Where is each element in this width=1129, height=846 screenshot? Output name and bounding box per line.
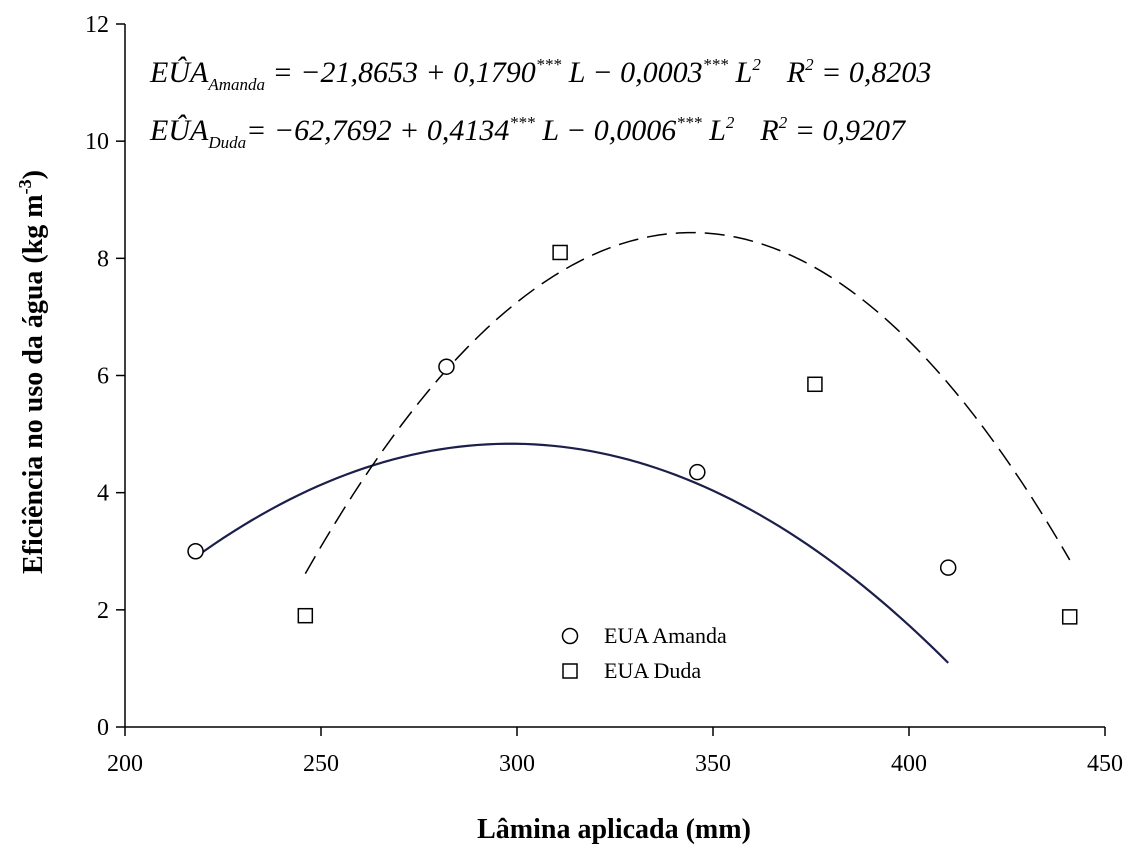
x-axis-title: Lâmina aplicada (mm): [477, 814, 751, 845]
y-tick-label: 12: [85, 12, 109, 38]
y-ticks: 0 2 4 6 8 10 12: [85, 12, 125, 741]
data-point-duda: [1061, 609, 1078, 625]
y-tick-label: 0: [97, 715, 109, 741]
equation-amanda: EÛAAmanda = −21,8653 + 0,1790*** L − 0,0…: [149, 55, 931, 94]
data-point-duda: [807, 376, 823, 393]
x-tick-label: 450: [1087, 751, 1123, 777]
fit-curve-duda: [304, 231, 1071, 575]
legend-marker-circle: [561, 627, 579, 645]
legend-label-amanda: EUA Amanda: [604, 623, 727, 648]
y-tick-label: 4: [97, 481, 109, 507]
equation-duda: EÛADuda= −62,7692 + 0,4134*** L − 0,0006…: [149, 113, 907, 152]
x-tick-label: 400: [891, 751, 927, 777]
x-tick-label: 200: [107, 751, 143, 777]
legend-label-duda: EUA Duda: [604, 658, 701, 683]
fit-curves: [194, 231, 1071, 664]
data-point-amanda: [438, 358, 455, 375]
x-tick-label: 300: [499, 751, 535, 777]
y-tick-label: 8: [97, 246, 109, 272]
data-point-amanda: [187, 543, 204, 560]
fit-curve-amanda: [194, 442, 949, 664]
y-tick-label: 6: [97, 364, 109, 390]
x-tick-label: 250: [303, 751, 339, 777]
x-tick-label: 350: [695, 751, 731, 777]
data-point-amanda: [689, 463, 706, 481]
y-axis-title: Eficiência no uso da água (kg m-3): [15, 170, 49, 574]
legend-marker-square: [562, 663, 578, 679]
legend: EUA Amanda EUA Duda: [561, 623, 727, 683]
regression-equations: EÛAAmanda = −21,8653 + 0,1790*** L − 0,0…: [149, 55, 931, 152]
data-point-amanda: [939, 559, 957, 576]
data-point-duda: [297, 607, 314, 624]
y-tick-label: 10: [85, 129, 109, 155]
data-point-duda: [552, 244, 568, 261]
y-tick-label: 2: [97, 598, 109, 624]
data-points: [187, 244, 1078, 625]
x-ticks: 200 250 300 350 400 450: [107, 727, 1123, 777]
